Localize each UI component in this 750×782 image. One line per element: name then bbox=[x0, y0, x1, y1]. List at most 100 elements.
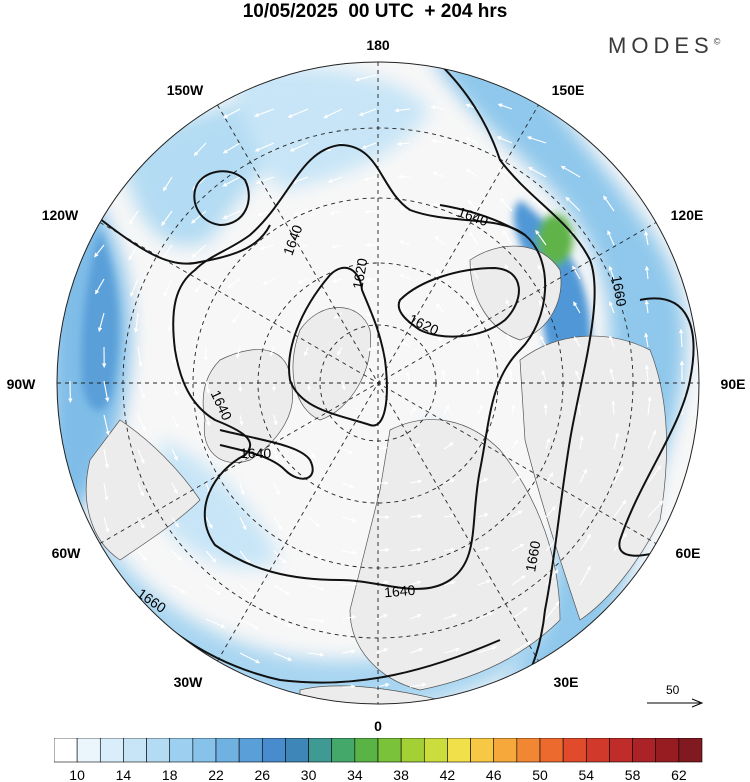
wind-vector bbox=[354, 74, 377, 82]
wind-vector bbox=[511, 607, 528, 620]
wind-vector bbox=[363, 176, 377, 182]
colorbar-cell bbox=[562, 738, 587, 763]
colorbar-tick-label: 58 bbox=[625, 767, 641, 782]
wind-vector bbox=[358, 108, 377, 117]
wind-vector bbox=[443, 442, 454, 450]
colorbar-tick-label: 54 bbox=[579, 767, 595, 782]
wind-vector bbox=[94, 244, 105, 258]
wind-vector bbox=[470, 265, 479, 280]
wind-vector bbox=[443, 647, 461, 654]
wind-vector bbox=[289, 142, 309, 152]
wind-vector bbox=[545, 505, 556, 518]
wind-vector bbox=[273, 550, 287, 564]
wind-vector bbox=[329, 210, 343, 216]
contour-label-1640-south: 1640 bbox=[383, 582, 416, 601]
map-border bbox=[56, 61, 700, 705]
contour-label-1620-central: 1620 bbox=[349, 257, 370, 291]
wind-vector bbox=[307, 618, 326, 623]
wind-vector bbox=[239, 584, 256, 598]
colorbar-cell bbox=[76, 738, 101, 763]
wind-vector bbox=[511, 439, 519, 450]
wind-vector bbox=[137, 346, 143, 367]
wind-vector bbox=[678, 328, 684, 348]
wind-vector bbox=[222, 210, 241, 219]
wind-vector bbox=[434, 235, 445, 246]
colorbar-tick-label: 22 bbox=[208, 767, 224, 782]
wind-vector bbox=[341, 649, 356, 654]
wind-vector bbox=[409, 682, 427, 688]
wind-vector bbox=[222, 176, 241, 187]
wind-vector bbox=[205, 584, 222, 596]
wind-vector bbox=[259, 244, 275, 251]
brand-name: MODES bbox=[608, 33, 714, 58]
wind-vector bbox=[103, 516, 110, 533]
wind-vector bbox=[409, 406, 417, 416]
colorbar-cell bbox=[215, 738, 240, 763]
colorbar-cell bbox=[516, 738, 541, 763]
wind-vector bbox=[471, 299, 479, 314]
colorbar-cell bbox=[609, 738, 633, 763]
wind-vector bbox=[430, 105, 445, 110]
wind-vector bbox=[579, 533, 592, 552]
wind-vector bbox=[477, 612, 494, 620]
wind-vector bbox=[163, 176, 173, 192]
colorbar-tick-label: 46 bbox=[486, 767, 502, 782]
wind-vector bbox=[576, 402, 582, 416]
wind-vector bbox=[205, 516, 213, 529]
wind-vector bbox=[341, 614, 357, 620]
wind-vector bbox=[511, 543, 525, 552]
wind-vector bbox=[508, 368, 514, 382]
wind-vector bbox=[545, 472, 554, 484]
wind-vector bbox=[239, 618, 259, 630]
wind-vector bbox=[303, 346, 309, 357]
wind-vector bbox=[647, 465, 662, 484]
wind-vector bbox=[137, 380, 146, 400]
wind-vector bbox=[406, 371, 411, 382]
wind-vector bbox=[239, 516, 247, 531]
wind-vector bbox=[103, 414, 110, 436]
wind-vector bbox=[477, 579, 492, 586]
colorbar-cell bbox=[331, 738, 356, 763]
lon-label-60w: 60W bbox=[52, 545, 82, 561]
wind-vector bbox=[273, 482, 280, 496]
wind-vector bbox=[644, 265, 650, 280]
wind-vector bbox=[365, 277, 377, 282]
colorbar-tick-label: 62 bbox=[671, 767, 687, 782]
wind-vector bbox=[133, 312, 139, 333]
colorbar-cell bbox=[655, 738, 680, 763]
colorbar-tick-label: 38 bbox=[393, 767, 409, 782]
wind-vector bbox=[511, 575, 526, 586]
contour-label-1640-southwest: 1640 bbox=[240, 445, 271, 461]
wind-vector bbox=[103, 482, 109, 502]
lon-label-90w: 90W bbox=[7, 376, 37, 392]
wind-vector bbox=[477, 404, 483, 416]
wind-vector bbox=[477, 546, 490, 552]
wind-vector bbox=[647, 429, 657, 450]
wind-band-atlantic bbox=[160, 440, 280, 568]
wind-vector bbox=[332, 278, 343, 284]
wind-vector bbox=[328, 176, 343, 183]
wind-vector bbox=[545, 569, 559, 586]
wind-vector bbox=[528, 166, 547, 178]
lon-label-150w: 150W bbox=[167, 82, 204, 98]
wind-vector bbox=[273, 618, 293, 628]
lon-label-90e: 90E bbox=[721, 376, 746, 392]
wind-vector bbox=[171, 516, 179, 528]
wind-vector bbox=[496, 136, 513, 144]
wind-vector bbox=[469, 231, 479, 246]
wind-vector bbox=[535, 229, 547, 246]
wind-vector bbox=[333, 312, 343, 319]
longitude-labels: 180 150E 120E 90E 60E 30E 0 30W 60W 90W … bbox=[7, 37, 746, 734]
wind-vector bbox=[465, 137, 479, 144]
contour-1640-southwest-loop bbox=[219, 429, 314, 480]
contour-1660-east bbox=[429, 62, 596, 704]
colorbar-cell bbox=[123, 738, 147, 763]
wind-vector bbox=[399, 240, 411, 246]
wind-vector bbox=[409, 613, 422, 620]
wind-vector bbox=[203, 346, 208, 362]
wind-vector bbox=[129, 210, 139, 225]
wind-vector bbox=[543, 403, 548, 416]
lon-label-0: 0 bbox=[374, 718, 382, 734]
wind-vector bbox=[560, 165, 581, 178]
wind-vector bbox=[341, 582, 358, 587]
